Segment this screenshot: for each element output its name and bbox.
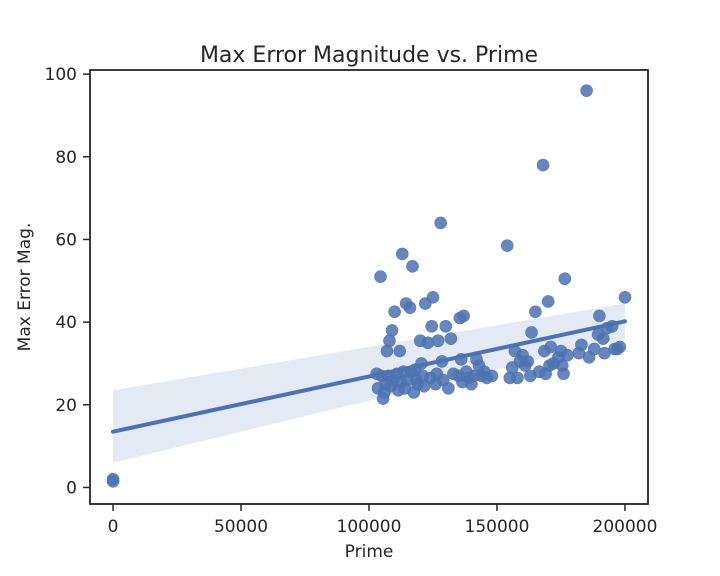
data-point	[500, 239, 514, 252]
points-layer	[106, 84, 632, 488]
regression-line	[111, 319, 627, 434]
y-tick-label: 40	[55, 313, 77, 333]
data-point	[439, 319, 453, 333]
chart-title: Max Error Magnitude vs. Prime	[200, 43, 538, 68]
x-axis-label: Prime	[345, 542, 394, 562]
data-point	[425, 319, 439, 333]
data-point	[613, 340, 627, 354]
data-point	[406, 260, 419, 273]
data-point	[618, 291, 632, 304]
data-point	[593, 309, 606, 323]
regression-layer	[111, 319, 627, 434]
data-point	[580, 84, 593, 97]
x-tick-label: 0	[108, 517, 119, 537]
data-point	[395, 247, 409, 261]
y-tick-label: 80	[55, 148, 77, 168]
data-point	[457, 309, 471, 323]
data-point	[525, 326, 538, 339]
data-point	[521, 355, 534, 368]
data-point	[393, 344, 407, 358]
y-tick-label: 0	[66, 478, 77, 498]
data-point	[442, 381, 455, 395]
data-point	[426, 291, 440, 304]
y-axis-label: Max Error Mag.	[15, 223, 35, 352]
confidence-band-layer	[113, 303, 625, 463]
y-tick-label: 60	[55, 230, 77, 250]
data-point	[388, 305, 401, 319]
data-point	[529, 305, 542, 319]
x-axis: 0 50000 100000 150000 200000	[108, 504, 658, 537]
data-point	[431, 334, 445, 348]
data-point	[403, 301, 417, 314]
x-tick-label: 200000	[593, 517, 658, 537]
data-point	[557, 367, 570, 381]
y-tick-label: 100	[45, 65, 77, 85]
data-point	[561, 348, 574, 362]
data-point	[383, 334, 396, 348]
x-tick-label: 100000	[337, 517, 402, 537]
data-point	[558, 272, 572, 286]
data-point	[380, 344, 394, 358]
y-axis: 0 20 40 60 80 100	[45, 65, 90, 498]
data-point	[421, 336, 435, 350]
data-point	[444, 332, 458, 345]
data-point	[385, 324, 399, 337]
data-point	[575, 338, 588, 352]
data-point	[106, 474, 120, 488]
data-point	[434, 216, 447, 230]
data-point	[485, 369, 499, 383]
y-tick-label: 20	[55, 396, 77, 416]
x-tick-label: 150000	[465, 517, 530, 537]
data-point	[541, 295, 555, 308]
x-tick-label: 50000	[214, 517, 268, 537]
data-point	[511, 371, 524, 385]
data-point	[536, 158, 550, 172]
data-point	[374, 270, 387, 283]
confidence-band	[113, 303, 625, 463]
